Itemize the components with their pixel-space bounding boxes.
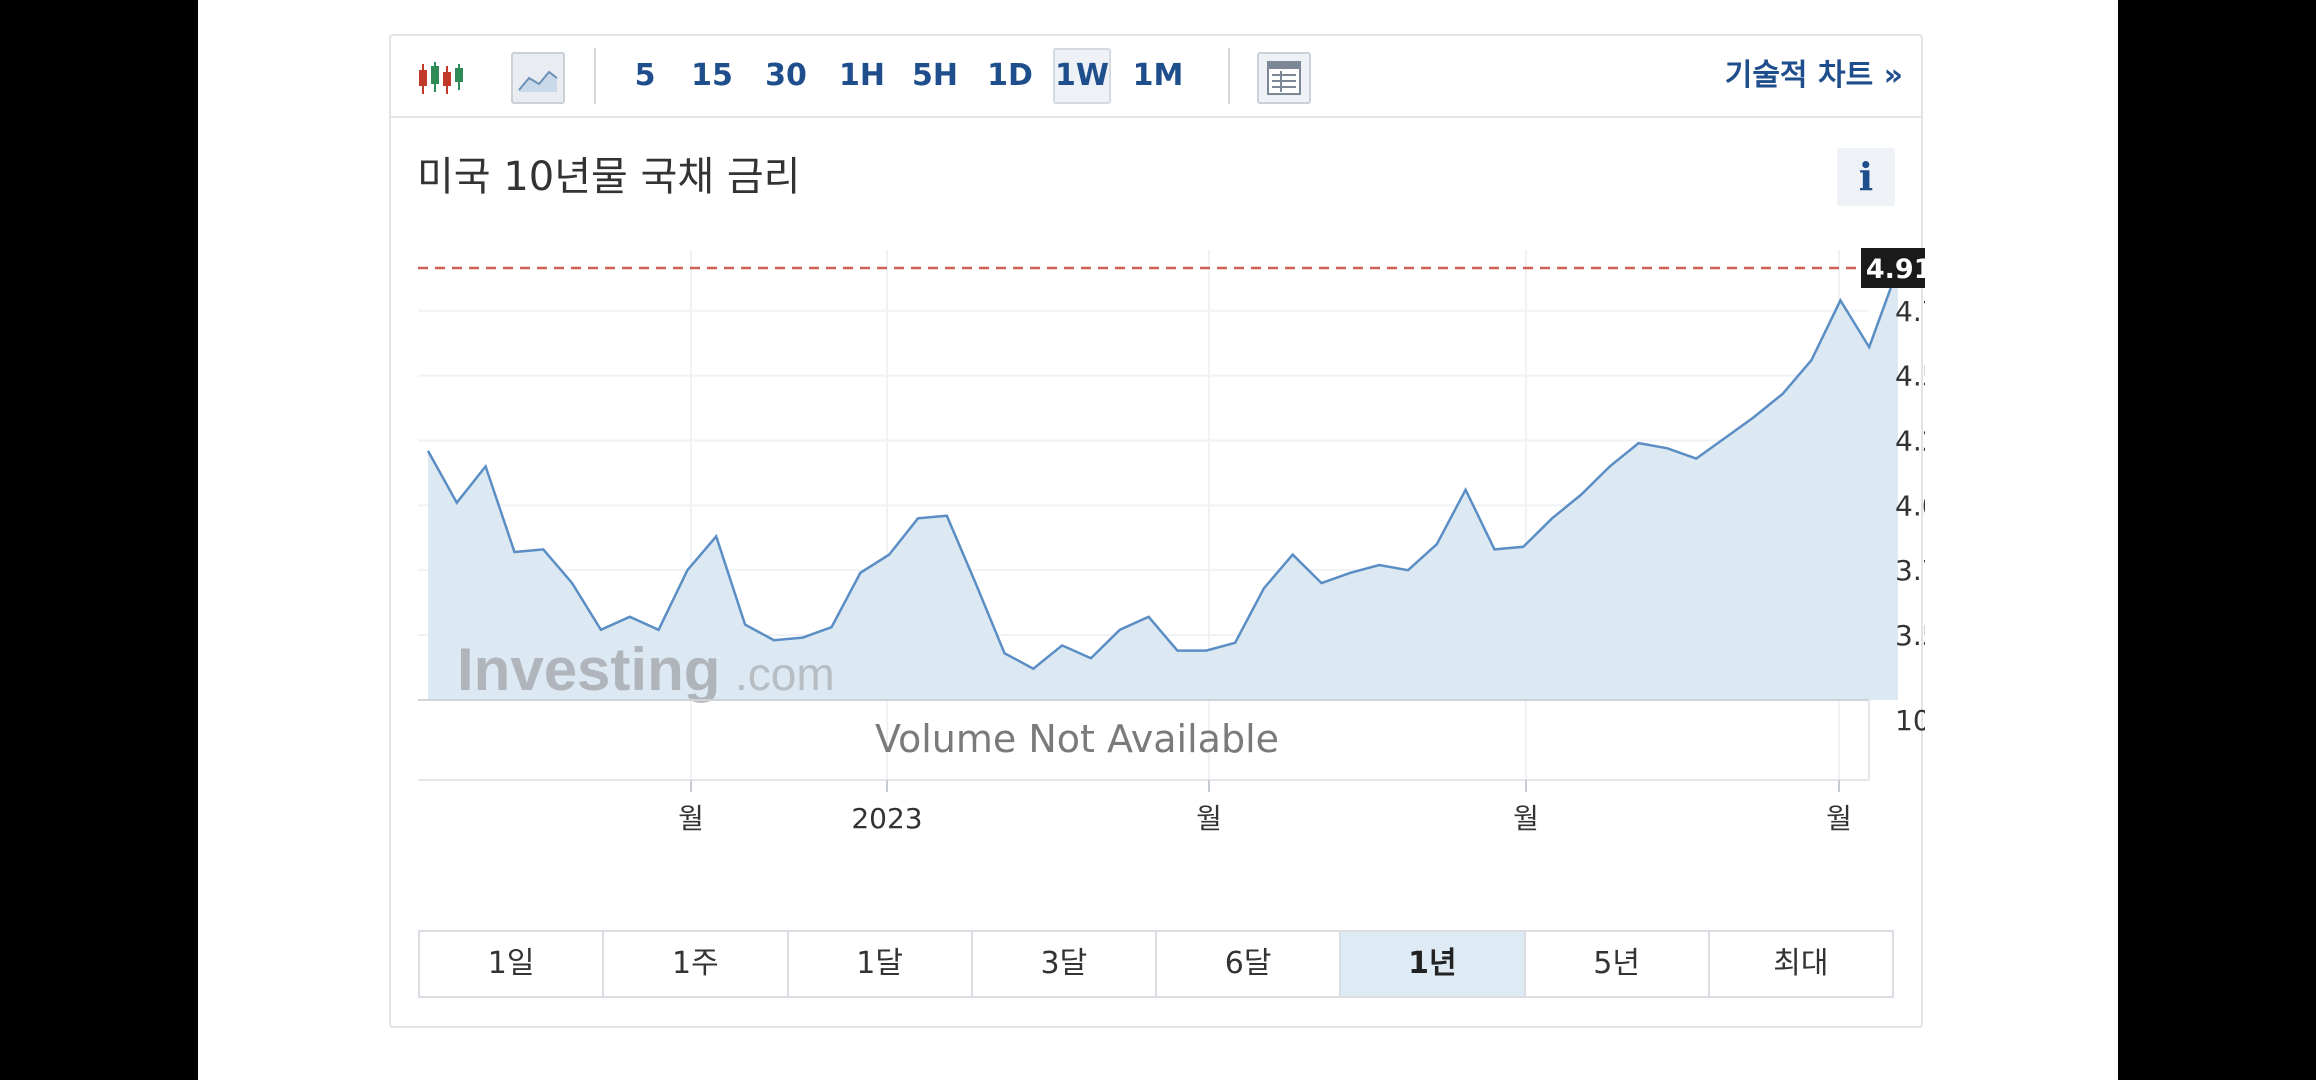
last-price-tag: 4.9150 <box>1861 248 1925 288</box>
range-1-day[interactable]: 1일 <box>420 932 605 996</box>
timeframe-1w[interactable]: 1W <box>1053 48 1111 104</box>
range-5-years[interactable]: 5년 <box>1526 932 1710 996</box>
timeframe-1h[interactable]: 1H <box>839 58 885 93</box>
range-6-months[interactable]: 6달 <box>1157 932 1342 996</box>
timeframe-1m[interactable]: 1M <box>1132 58 1184 93</box>
y-tick-label: 3.5000 <box>1895 619 1925 652</box>
x-tick-label: 월 <box>1196 802 1222 835</box>
y-tick-label: 4.7500 <box>1895 295 1925 328</box>
range-1-month[interactable]: 1달 <box>789 932 973 996</box>
chart-title: 미국 10년물 국채 금리 <box>417 154 801 200</box>
x-tick-label: 2023 <box>851 802 922 835</box>
y-tick-label: 4.5000 <box>1895 360 1925 393</box>
range-3-months[interactable]: 3달 <box>973 932 1157 996</box>
x-tick-label: 월 <box>1826 802 1852 835</box>
range-selector: 1일 1주 1달 3달 6달 1년 5년 최대 <box>418 930 1894 998</box>
timeframe-30[interactable]: 30 <box>765 58 807 93</box>
y-tick-label: 4.0000 <box>1895 489 1925 522</box>
range-max[interactable]: 최대 <box>1773 946 1829 981</box>
y-tick-label: 4.2500 <box>1895 424 1925 457</box>
range-1-week[interactable]: 1주 <box>604 932 789 996</box>
range-1-year[interactable]: 1년 <box>1341 932 1526 996</box>
investing-watermark: Investing <box>457 636 720 703</box>
y-axis-labels: 4.7500 4.5000 4.2500 4.0000 3.7500 3.5000 <box>1895 295 1925 652</box>
y-tick-label: 3.7500 <box>1895 554 1925 587</box>
x-tick-label: 월 <box>678 802 704 835</box>
volume-axis-label: 100 <box>1895 704 1925 737</box>
chart-toolbar: 5 15 30 1H 5H 1D 1W 1M 기술적 차트 » <box>391 36 1921 118</box>
area-chart-icon[interactable] <box>511 52 565 104</box>
timeframe-1d[interactable]: 1D <box>987 58 1033 93</box>
info-button[interactable]: i <box>1837 148 1895 206</box>
chart-widget: 5 15 30 1H 5H 1D 1W 1M 기술적 차트 » 미국 <box>389 34 1925 1028</box>
volume-not-available-text: Volume Not Available <box>875 717 1279 761</box>
x-axis-labels: 월 2023 월 월 월 <box>678 780 1852 835</box>
timeframe-15[interactable]: 15 <box>691 58 733 93</box>
toolbar-separator <box>1228 48 1230 104</box>
price-line <box>426 267 1900 671</box>
page-background: 5 15 30 1H 5H 1D 1W 1M 기술적 차트 » 미국 <box>198 0 2118 1080</box>
candlestick-chart-icon[interactable] <box>413 52 467 104</box>
x-tick-label: 월 <box>1513 802 1539 835</box>
price-chart: Investing .com 4.9150 4.7500 4.5000 4.2500… <box>418 248 1925 835</box>
last-price-label: 4.9150 <box>1866 254 1925 285</box>
investing-watermark-suffix: .com <box>735 648 835 700</box>
technical-chart-link[interactable]: 기술적 차트 » <box>1724 58 1903 93</box>
table-view-icon[interactable] <box>1257 52 1311 104</box>
timeframe-5[interactable]: 5 <box>634 58 656 93</box>
toolbar-separator <box>594 48 596 104</box>
timeframe-5h[interactable]: 5H <box>912 58 958 93</box>
price-area <box>428 268 1898 700</box>
